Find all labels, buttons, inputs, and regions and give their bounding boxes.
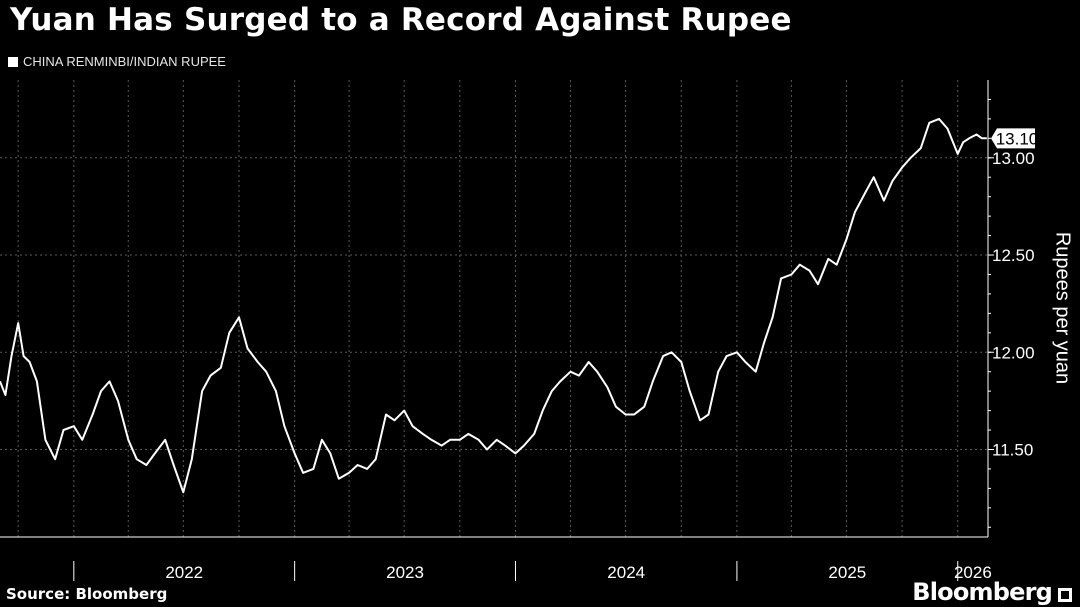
- legend: CHINA RENMINBI/INDIAN RUPEE: [8, 54, 226, 69]
- x-tick-label: 2023: [386, 563, 424, 582]
- x-tick-label: 2026: [954, 563, 992, 582]
- x-tick-label: 2022: [165, 563, 203, 582]
- legend-swatch: [8, 56, 18, 67]
- series-line-cny-inr: [0, 117, 987, 494]
- x-tick-label: 2025: [828, 563, 866, 582]
- y-tick-label: 12.00: [992, 343, 1035, 362]
- source-note: Source: Bloomberg: [6, 585, 168, 603]
- grid: [0, 80, 988, 537]
- chart-title: Yuan Has Surged to a Record Against Rupe…: [10, 2, 792, 38]
- legend-label: CHINA RENMINBI/INDIAN RUPEE: [23, 54, 226, 69]
- last-value-label: 13.10: [991, 128, 1039, 149]
- x-tick-label: 2024: [607, 563, 645, 582]
- last-value-box: [991, 128, 1035, 149]
- y-tick-label: 11.50: [992, 440, 1033, 459]
- y-axis-label: Rupees per yuan: [1051, 231, 1074, 385]
- y-tick-label: 12.50: [992, 246, 1035, 265]
- last-value-text: 13.10: [996, 129, 1039, 148]
- y-tick-label: 13.00: [992, 149, 1035, 168]
- bloomberg-mark-icon: [1058, 588, 1072, 602]
- bloomberg-logo: Bloomberg: [912, 578, 1053, 606]
- y-axis: 11.50 12.00 12.50 13.00: [987, 80, 1035, 537]
- x-axis: 2022 2023 2024 2025 2026: [0, 536, 992, 582]
